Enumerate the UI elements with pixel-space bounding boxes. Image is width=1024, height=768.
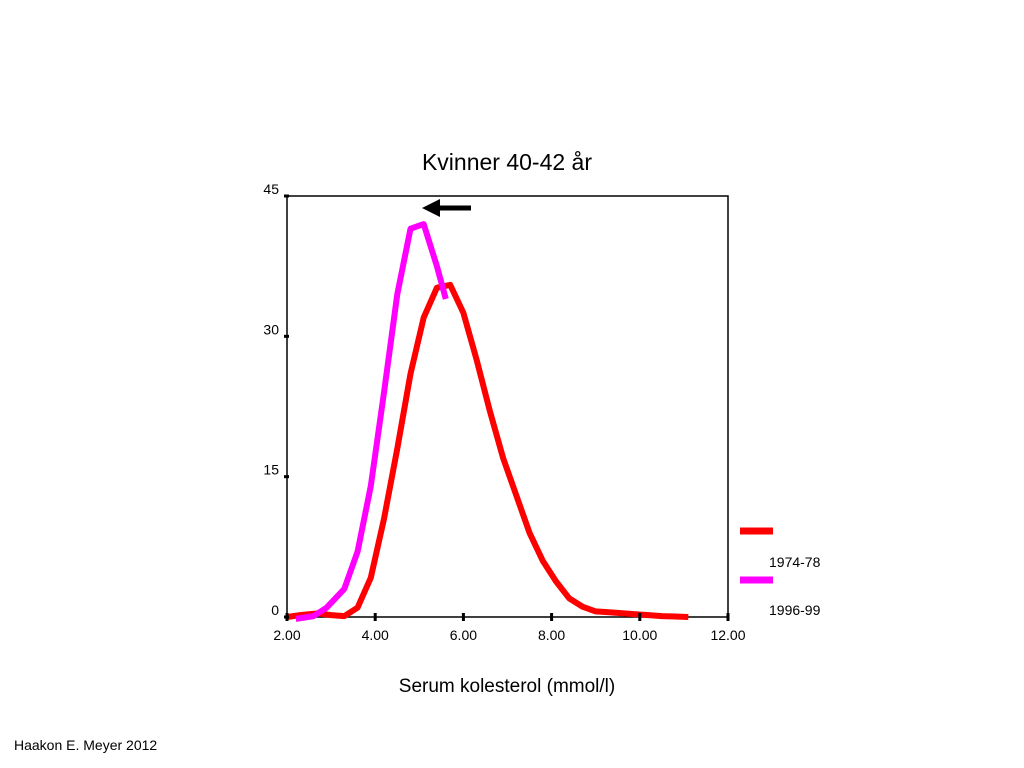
legend: 1974-78 1996-99 <box>740 527 821 618</box>
x-tick-label: 4.00 <box>362 627 389 643</box>
series-line-1974-78 <box>286 281 689 620</box>
series-layer <box>286 221 689 622</box>
x-tick-label: 8.00 <box>538 627 565 643</box>
y-tick-label: 0 <box>271 602 279 618</box>
x-axis-ticks: 2.00 4.00 6.00 8.00 10.00 12.00 <box>273 613 746 643</box>
plot-frame <box>286 195 729 618</box>
annotation-layer <box>422 199 471 217</box>
x-tick-label: 10.00 <box>622 627 657 643</box>
legend-label: 1996-99 <box>769 602 821 618</box>
footer-credit: Haakon E. Meyer 2012 <box>14 737 158 753</box>
chart-title: Kvinner 40-42 år <box>422 149 592 175</box>
x-tick-label: 6.00 <box>450 627 477 643</box>
x-tick-label: 12.00 <box>710 627 745 643</box>
x-axis-label: Serum kolesterol (mmol/l) <box>399 676 615 697</box>
y-tick-label: 30 <box>263 321 279 337</box>
y-axis-ticks: 0 15 30 45 <box>263 181 289 619</box>
legend-label: 1974-78 <box>769 554 821 570</box>
y-tick-label: 15 <box>263 462 279 478</box>
x-tick-label: 2.00 <box>273 627 300 643</box>
arrow-left-icon <box>422 199 440 217</box>
y-tick-label: 45 <box>263 181 279 197</box>
series-line-1996-99 <box>295 221 449 622</box>
